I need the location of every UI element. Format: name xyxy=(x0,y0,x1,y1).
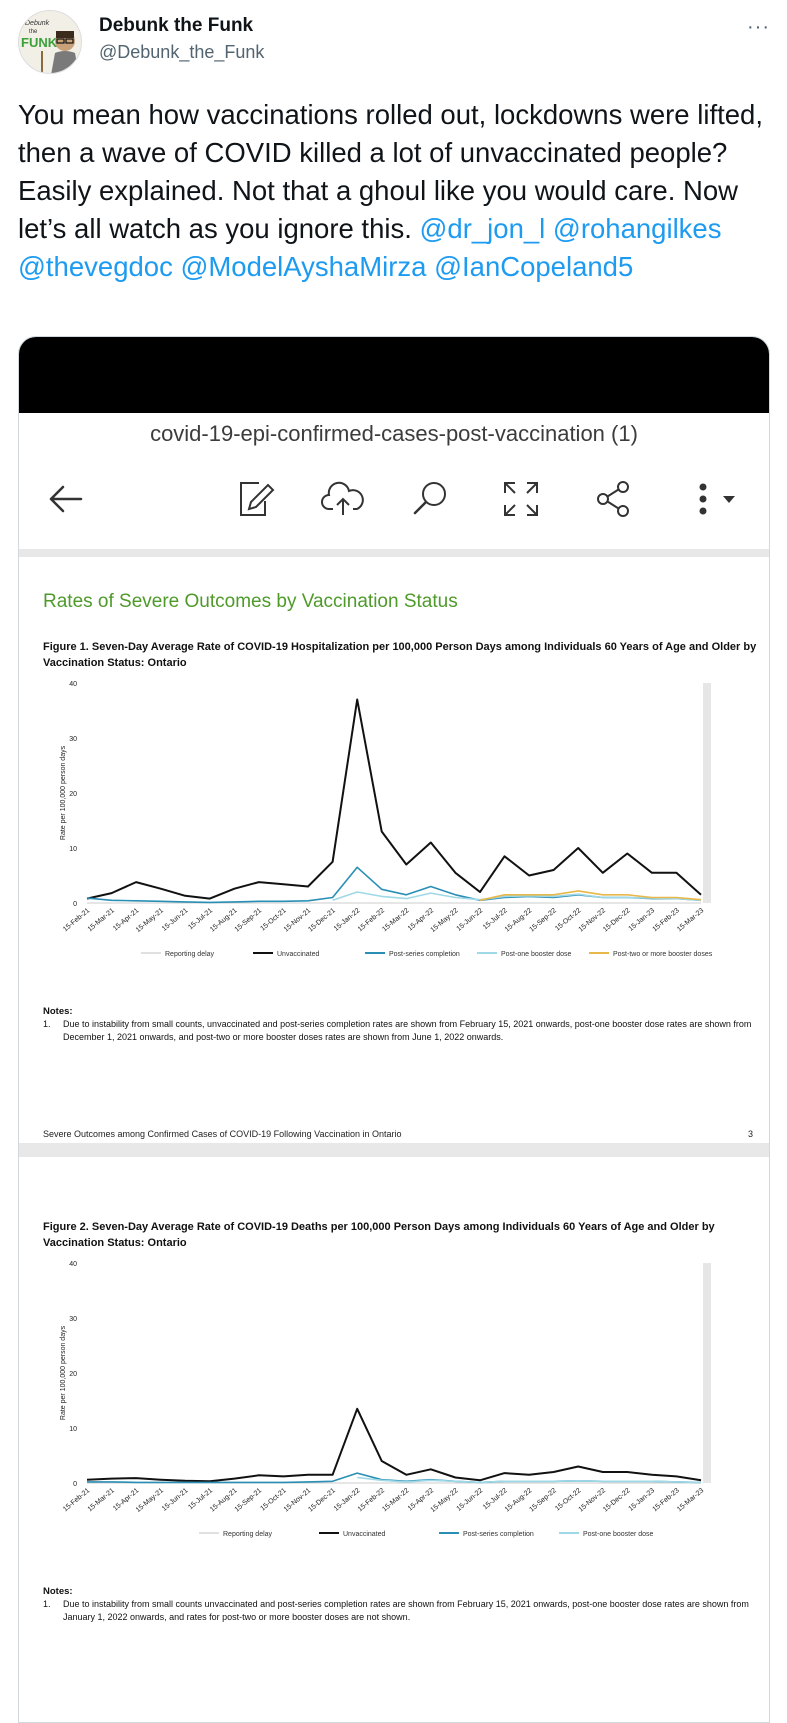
author-handle[interactable]: @Debunk_the_Funk xyxy=(99,42,265,62)
y-tick-label: 0 xyxy=(73,901,77,908)
x-tick-label: 15-Mar-23 xyxy=(676,1487,705,1513)
figure-caption: Figure 2. Seven-Day Average Rate of COVI… xyxy=(43,1221,715,1249)
page-number: 3 xyxy=(747,1129,753,1139)
y-tick-label: 40 xyxy=(69,681,77,688)
x-tick-label: 15-Mar-22 xyxy=(381,1487,410,1513)
media-top-bar xyxy=(19,337,769,413)
back-arrow-icon[interactable] xyxy=(45,479,85,519)
legend-item: Unvaccinated xyxy=(343,1531,386,1538)
document-title: covid-19-epi-confirmed-cases-post-vaccin… xyxy=(150,421,638,446)
hospitalization-chart: Rate per 100,000 person days 0 10 20 30 40 15-… xyxy=(60,681,713,958)
page-footer: Severe Outcomes among Confirmed Cases of… xyxy=(43,1129,402,1139)
legend-item: Reporting delay xyxy=(165,951,215,958)
x-tick-label: 15-Mar-23 xyxy=(676,907,705,933)
x-tick-label: 15-May-21 xyxy=(135,1487,165,1514)
mention-link[interactable]: @IanCopeland5 xyxy=(434,251,634,282)
tweet-body: You mean how vaccinations rolled out, lo… xyxy=(18,99,763,244)
y-axis-label: Rate per 100,000 person days xyxy=(60,1325,67,1420)
y-tick-label: 20 xyxy=(69,791,77,798)
series-line xyxy=(479,890,702,902)
svg-text:the: the xyxy=(29,29,38,35)
y-axis-label: Rate per 100,000 person days xyxy=(60,745,67,840)
legend-item: Unvaccinated xyxy=(277,951,320,958)
figure-caption: Figure 1. Seven-Day Average Rate of COVI… xyxy=(43,641,757,669)
x-tick-label: 15-May-22 xyxy=(430,907,460,934)
legend-item: Post-one booster dose xyxy=(583,1531,654,1538)
reporting-delay-band xyxy=(703,1263,711,1483)
legend-item: Reporting delay xyxy=(223,1531,273,1538)
y-tick-label: 30 xyxy=(69,1316,77,1323)
x-tick-label: 15-Sep-21 xyxy=(234,907,264,933)
x-tick-label: 15-Jun-21 xyxy=(161,907,190,933)
mention-link[interactable]: @dr_jon_l xyxy=(419,213,546,244)
mention-link[interactable]: @thevegdoc xyxy=(18,251,173,282)
series-line xyxy=(86,1407,702,1483)
x-tick-label: 15-Jun-21 xyxy=(161,1487,190,1513)
page-gap xyxy=(19,549,769,557)
x-tick-label: 15-Mar-22 xyxy=(381,907,410,933)
legend-item: Post-two or more booster doses xyxy=(613,951,713,958)
svg-text:Debunk: Debunk xyxy=(25,20,50,27)
expand-icon[interactable] xyxy=(501,479,541,519)
share-icon[interactable] xyxy=(593,479,633,519)
x-tick-label: 15-Sep-22 xyxy=(528,1487,558,1513)
x-tick-label: 15-Mar-21 xyxy=(87,1487,116,1513)
x-tick-label: 15-Dec-22 xyxy=(602,907,632,933)
x-tick-label: 15-Mar-21 xyxy=(87,907,116,933)
more-options-icon[interactable]: ··· xyxy=(747,16,770,38)
x-tick-label: 15-Jun-22 xyxy=(456,1487,485,1513)
more-vertical-icon[interactable] xyxy=(695,479,745,519)
x-tick-label: 15-Jun-22 xyxy=(456,907,485,933)
edit-icon[interactable] xyxy=(235,479,275,519)
series-line xyxy=(357,1476,702,1484)
y-tick-label: 10 xyxy=(69,1426,77,1433)
section-title: Rates of Severe Outcomes by Vaccination … xyxy=(43,591,458,612)
deaths-chart: Rate per 100,000 person days 0 10 20 30 40 15-… xyxy=(60,1261,711,1538)
notes-label: Notes: xyxy=(43,1006,73,1017)
series-line xyxy=(332,891,702,902)
search-icon[interactable] xyxy=(411,479,451,519)
y-tick-label: 10 xyxy=(69,846,77,853)
x-tick-label: 15-May-22 xyxy=(430,1487,460,1514)
legend-item: Post-one booster dose xyxy=(501,951,572,958)
note-text: Due to instability from small counts, un… xyxy=(63,1019,752,1042)
y-tick-label: 20 xyxy=(69,1371,77,1378)
legend-item: Post-series completion xyxy=(463,1531,534,1538)
legend-item: Post-series completion xyxy=(389,951,460,958)
cloud-upload-icon[interactable] xyxy=(321,479,365,519)
notes-label: Notes: xyxy=(43,1586,73,1597)
tweet-media-image[interactable]: covid-19-epi-confirmed-cases-post-vaccin… xyxy=(18,336,770,1723)
viewer-toolbar xyxy=(19,465,769,535)
x-tick-label: 15-Dec-22 xyxy=(602,1487,632,1513)
y-tick-label: 30 xyxy=(69,736,77,743)
svg-text:FUNK: FUNK xyxy=(21,35,58,50)
author-name[interactable]: Debunk the Funk xyxy=(99,15,254,36)
mention-link[interactable]: @ModelAyshaMirza xyxy=(180,251,427,282)
page-gap xyxy=(19,1143,769,1157)
x-tick-label: 15-Dec-21 xyxy=(307,1487,337,1513)
x-tick-label: 15-Sep-22 xyxy=(528,907,558,933)
avatar[interactable]: Debunk the FUNK xyxy=(18,10,82,74)
reporting-delay-band xyxy=(703,683,711,903)
x-tick-label: 15-May-21 xyxy=(135,907,165,934)
x-tick-label: 15-Sep-21 xyxy=(234,1487,264,1513)
tweet-text: You mean how vaccinations rolled out, lo… xyxy=(18,96,770,286)
mention-link[interactable]: @rohangilkes xyxy=(552,213,722,244)
series-line xyxy=(86,698,702,900)
note-text: Due to instability from small counts unv… xyxy=(63,1599,749,1622)
notes: Notes: 1. Due to instability from small c… xyxy=(43,1005,763,1044)
y-tick-label: 0 xyxy=(73,1481,77,1488)
notes: Notes: 1. Due to instability from small c… xyxy=(43,1585,763,1624)
y-tick-label: 40 xyxy=(69,1261,77,1268)
x-tick-label: 15-Dec-21 xyxy=(307,907,337,933)
tweet-header: Debunk the FUNK Debunk the Funk @Debunk_… xyxy=(18,10,778,76)
pdf-page-2: Figure 2. Seven-Day Average Rate of COVI… xyxy=(19,1157,769,1722)
